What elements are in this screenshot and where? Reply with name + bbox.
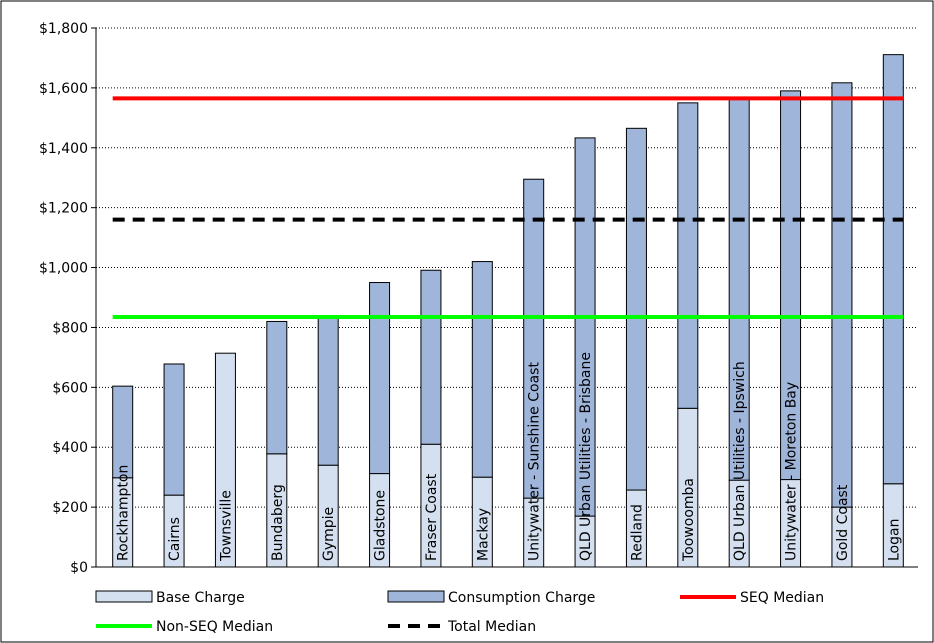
consumption-charge-bar — [677, 102, 699, 409]
consumption-charge-bar — [831, 82, 853, 508]
median-lines — [112, 96, 904, 319]
category-label: Townsville — [218, 490, 234, 562]
category-label: Mackay — [475, 508, 491, 561]
y-tick-label: $1,800 — [39, 21, 88, 37]
category-label: Redland — [629, 504, 645, 561]
category-label: Rockhampton — [116, 465, 132, 561]
consumption-charge-bar — [266, 320, 288, 455]
category-label: Bundaberg — [270, 484, 286, 561]
category-label: QLD Urban Utilities - Ipswich — [732, 361, 748, 561]
consumption-charge-bar — [471, 261, 493, 478]
legend-swatch — [387, 590, 445, 603]
legend: Base Charge Consumption Charge SEQ Median N… — [95, 590, 824, 635]
y-tick-label: $1,200 — [39, 201, 88, 217]
legend-swatch — [95, 590, 153, 603]
category-label: Toowoomba — [681, 478, 697, 562]
consumption-charge-bar — [369, 282, 391, 475]
y-tick-label: $0 — [70, 560, 88, 576]
y-tick-label: $800 — [52, 320, 88, 336]
y-tick-label: $1,600 — [39, 81, 88, 97]
category-label: Unitywater - Moreton Bay — [784, 382, 800, 561]
category-label: QLD Urban Utilities - Brisbane — [578, 352, 594, 561]
category-label: Unitywater - Sunshine Coast — [527, 362, 543, 561]
consumption-charge-bar — [112, 385, 134, 479]
y-tick-label: $200 — [52, 500, 88, 516]
consumption-charge-bar — [317, 316, 339, 466]
y-tick-label: $1,400 — [39, 141, 88, 157]
category-labels: Rockhampton Cairns Townsville Bundaberg Gymp… — [116, 352, 903, 562]
legend-label: SEQ Median — [740, 590, 824, 606]
consumption-charge-bar — [523, 178, 545, 499]
y-tick-label: $600 — [52, 380, 88, 396]
consumption-charge-bar — [574, 137, 596, 517]
category-label: Gold Coast — [835, 484, 851, 561]
category-label: Gladstone — [373, 490, 389, 561]
consumption-charge-bar — [625, 127, 647, 491]
category-label: Fraser Coast — [424, 473, 440, 561]
legend-label: Non-SEQ Median — [156, 619, 273, 635]
legend-label: Consumption Charge — [448, 590, 595, 606]
legend-label: Base Charge — [156, 590, 245, 606]
category-label: Gympie — [321, 507, 337, 561]
legend-label: Total Median — [447, 619, 536, 635]
category-label: Cairns — [167, 517, 183, 561]
bars — [112, 54, 904, 568]
y-axis-ticks: $0 $200 $400 $600 $800 $1,000 $1,200 $1,400 $1,6… — [39, 21, 96, 576]
category-label: Logan — [886, 519, 902, 561]
consumption-charge-bar — [882, 54, 904, 485]
consumption-charge-bar — [163, 363, 185, 496]
consumption-charge-bar — [780, 90, 802, 481]
axes — [95, 28, 918, 568]
y-tick-label: $400 — [52, 440, 88, 456]
y-tick-label: $1,000 — [39, 261, 88, 277]
consumption-charge-bar — [420, 269, 442, 445]
